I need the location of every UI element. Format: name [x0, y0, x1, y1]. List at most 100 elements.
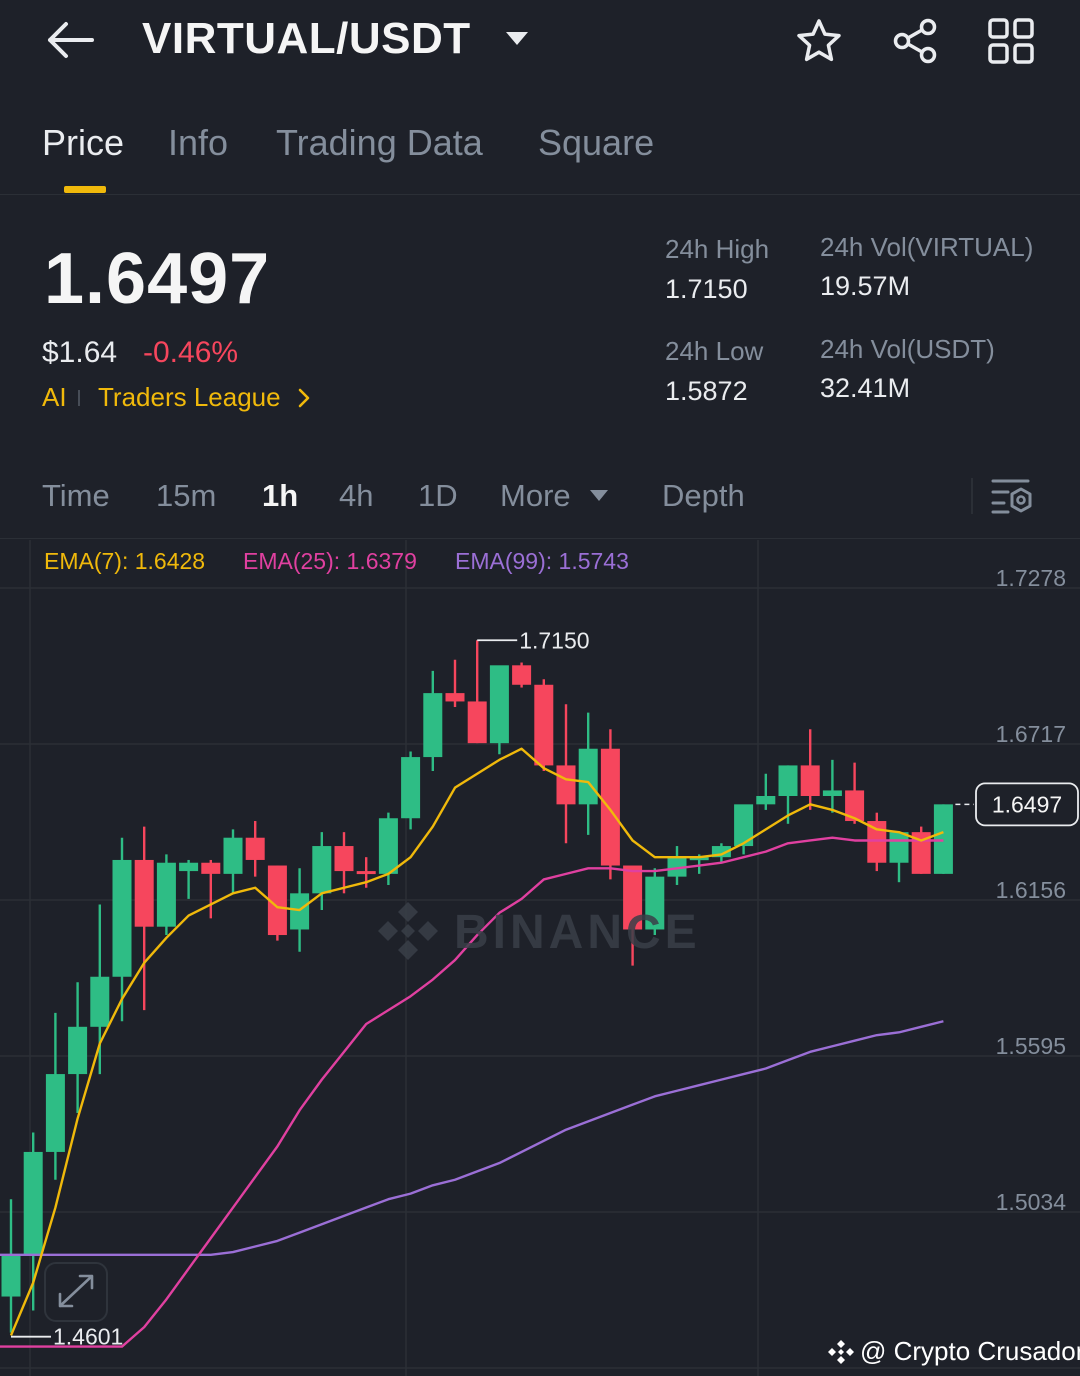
candle-body: [201, 862, 221, 874]
candle-body: [512, 665, 532, 685]
vol-base-label: 24h Vol(VIRTUAL): [820, 232, 1034, 262]
back-arrow-icon[interactable]: [44, 18, 96, 62]
candle-body: [711, 846, 731, 858]
share-icon[interactable]: [890, 16, 940, 66]
interval-1h[interactable]: 1h: [262, 478, 299, 513]
more-caret-down-icon[interactable]: [588, 488, 610, 504]
low-value: 1.5872: [665, 376, 748, 406]
ai-link[interactable]: AI: [42, 382, 67, 412]
interval-more[interactable]: More: [500, 478, 571, 513]
candle-body: [867, 821, 887, 863]
chart-settings-icon[interactable]: [990, 476, 1034, 516]
candle-body: [778, 765, 798, 796]
candle-body: [267, 865, 287, 936]
candle-body: [423, 693, 443, 758]
last-price: 1.6497: [44, 239, 271, 319]
ema7-legend: EMA(7): 1.6428: [44, 548, 206, 574]
tab-trading-data[interactable]: Trading Data: [276, 122, 483, 163]
chevron-right-icon[interactable]: [294, 386, 314, 410]
credit-text: @ Crypto Crusador: [860, 1336, 1080, 1366]
candle-body: [312, 846, 332, 894]
candle-body: [578, 748, 598, 805]
ai-separator: [78, 390, 80, 406]
binance-watermark: BINANCE: [378, 902, 701, 960]
y-tick-label: 1.5034: [996, 1189, 1067, 1215]
candle-body: [245, 837, 265, 860]
tab-price[interactable]: Price: [42, 122, 125, 163]
candlestick-chart[interactable]: 1.7278 1.6717 1.6156 1.5595 1.5034 1.7150 1.46…: [0, 540, 1080, 1376]
last-price-badge: [975, 782, 1079, 827]
caret-down-icon[interactable]: [500, 26, 534, 52]
interval-4h[interactable]: 4h: [339, 478, 374, 513]
candle-body: [689, 857, 709, 861]
y-tick-label: 1.5595: [996, 1033, 1066, 1059]
candle-body: [90, 976, 110, 1027]
candle-body: [911, 832, 931, 874]
y-tick-label: 1.6717: [996, 721, 1066, 747]
interval-divider: [0, 538, 1080, 539]
low-marker-label: 1.4601: [53, 1324, 123, 1350]
candle-body: [445, 693, 465, 702]
ema99-legend: EMA(99): 1.5743: [455, 548, 629, 574]
tab-info[interactable]: Info: [168, 122, 229, 163]
interval-time[interactable]: Time: [42, 478, 110, 513]
candle-body: [356, 871, 376, 875]
pair-title[interactable]: VIRTUAL/USDT: [142, 14, 471, 63]
y-tick-label: 1.6156: [996, 877, 1066, 903]
tabs-divider: [0, 194, 1080, 195]
candle-body: [290, 893, 310, 930]
ema7-line: [9, 747, 944, 1336]
candle-body: [23, 1151, 43, 1255]
candle-body: [467, 701, 487, 744]
candle-body: [734, 804, 754, 847]
candle-body: [489, 665, 509, 744]
candle-body: [933, 804, 953, 874]
low-label: 24h Low: [665, 336, 764, 366]
y-tick-label: 1.7278: [996, 565, 1066, 591]
interval-1d[interactable]: 1D: [418, 478, 458, 513]
candle-body: [822, 790, 842, 796]
last-price-badge-text: 1.6497: [992, 791, 1062, 817]
candle-body: [1, 1254, 21, 1297]
vol-quote-value: 32.41M: [820, 373, 911, 403]
candle-body: [556, 765, 576, 805]
interval-15m[interactable]: 15m: [156, 478, 217, 513]
candle-body: [112, 859, 132, 977]
ema25-legend: EMA(25): 1.6379: [243, 548, 417, 574]
interval-depth[interactable]: Depth: [662, 478, 745, 513]
candle-body: [401, 757, 421, 819]
top-bar: VIRTUAL/USDT: [0, 0, 1080, 84]
candle-body: [334, 846, 354, 872]
candle-body: [645, 876, 665, 930]
candle-body: [223, 837, 243, 874]
fullscreen-button[interactable]: [44, 1262, 108, 1322]
credit-diamond-icon: [828, 1340, 854, 1364]
candle-body: [134, 859, 154, 927]
price-change: -0.46%: [143, 336, 239, 369]
high-marker-label: 1.7150: [519, 627, 589, 653]
candle-body: [179, 862, 199, 872]
candle-body: [156, 862, 176, 927]
expand-icon: [58, 1274, 94, 1308]
candle-body: [889, 832, 909, 863]
candle-body: [68, 1026, 88, 1075]
candle-body: [845, 790, 865, 822]
candle-body: [378, 818, 398, 874]
candle-body: [600, 748, 620, 866]
ema25-line: [0, 836, 944, 1348]
watermark-text: BINANCE: [454, 906, 701, 959]
ema99-line: [0, 1020, 944, 1257]
tab-square[interactable]: Square: [538, 122, 655, 163]
vol-base-value: 19.57M: [820, 271, 911, 301]
interval-separator: [971, 478, 973, 514]
usd-price: $1.64: [42, 336, 118, 369]
candle-body: [800, 765, 820, 796]
vol-quote-label: 24h Vol(USDT): [820, 334, 995, 364]
candle-body: [623, 865, 643, 930]
traders-league-link[interactable]: Traders League: [98, 382, 281, 412]
candle-body: [667, 857, 687, 877]
star-icon[interactable]: [794, 16, 844, 66]
grid-icon[interactable]: [986, 16, 1036, 66]
candle-body: [45, 1074, 65, 1152]
candle-body: [756, 796, 776, 805]
